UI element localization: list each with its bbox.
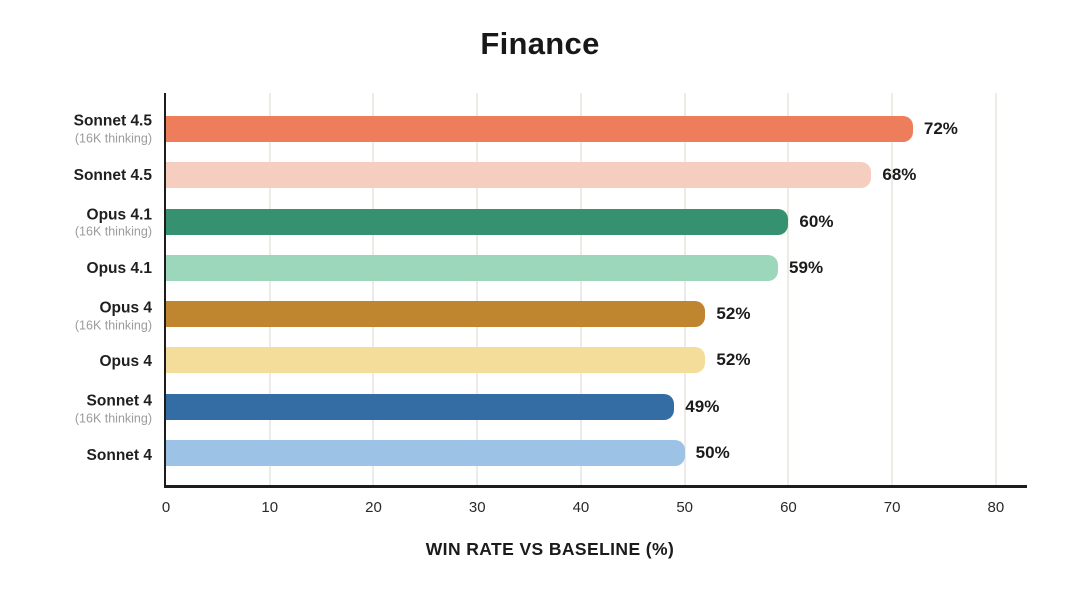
x-tick-label: 50	[676, 499, 694, 516]
bar-rows: 72% 68% 60% 59% 52% 52% 49% 50%	[166, 93, 1027, 485]
y-axis-labels: Sonnet 4.5 (16K thinking) Sonnet 4.5 Opus 4…	[0, 93, 152, 488]
value-label: 52%	[716, 304, 751, 324]
value-label: 50%	[695, 442, 730, 462]
bar-sonnet-4	[166, 439, 685, 466]
category-label-main: Sonnet 4.5	[73, 167, 152, 185]
x-tick-label: 70	[883, 499, 901, 516]
gridline	[579, 93, 582, 485]
bar-sonnet-4-16k-thinking-	[166, 393, 675, 420]
x-tick-label: 40	[572, 499, 590, 516]
x-tick-label: 20	[365, 499, 382, 516]
category-label: Opus 4.1 (16K thinking)	[0, 206, 152, 239]
gridline	[787, 93, 790, 485]
bar-row: 68%	[166, 152, 1027, 198]
category-label: Opus 4	[0, 354, 152, 372]
plot-area: 72% 68% 60% 59% 52% 52% 49% 50%	[164, 93, 1027, 488]
category-label-sub: (16K thinking)	[74, 411, 152, 426]
category-label: Opus 4 (16K thinking)	[0, 299, 152, 332]
bar-row: 49%	[166, 384, 1027, 430]
value-label: 49%	[685, 396, 720, 416]
x-axis-label: WIN RATE VS BASELINE (%)	[425, 539, 675, 559]
category-label: Sonnet 4 (16K thinking)	[0, 392, 152, 425]
value-label: 72%	[923, 119, 958, 139]
category-label: Sonnet 4	[0, 447, 152, 465]
value-label: 59%	[789, 257, 824, 277]
category-label-main: Opus 4	[99, 353, 152, 371]
x-tick-label: 80	[987, 499, 1005, 516]
gridline	[268, 93, 271, 485]
bar-row: 52%	[166, 337, 1027, 383]
bar-opus-4.1-16k-thinking-	[166, 208, 789, 235]
x-tick-label: 0	[161, 499, 171, 516]
bar-row: 72%	[166, 106, 1027, 152]
bar-sonnet-4.5-16k-thinking-	[166, 116, 913, 143]
bar-opus-4-16k-thinking-	[166, 301, 706, 328]
x-tick-label: 30	[468, 499, 486, 516]
bar-row: 50%	[166, 430, 1027, 476]
gridline	[683, 93, 686, 485]
x-tick-label: 10	[261, 499, 279, 516]
value-label: 68%	[882, 165, 917, 185]
chart-title: Finance	[480, 26, 600, 61]
value-label: 60%	[799, 211, 834, 231]
value-label: 52%	[716, 350, 751, 370]
category-label-main: Sonnet 4	[86, 392, 152, 410]
bar-row: 60%	[166, 199, 1027, 245]
gridline	[476, 93, 479, 485]
category-label-main: Sonnet 4	[86, 446, 152, 464]
category-label: Sonnet 4.5 (16K thinking)	[0, 113, 152, 146]
category-label-main: Opus 4	[99, 299, 152, 317]
category-label: Sonnet 4.5	[0, 167, 152, 185]
category-label-main: Sonnet 4.5	[73, 112, 152, 130]
x-tick-label: 60	[780, 499, 797, 516]
bar-opus-4.1	[166, 254, 779, 281]
gridline	[372, 93, 375, 485]
category-label-sub: (16K thinking)	[74, 318, 152, 333]
gridline	[994, 93, 997, 485]
bar-opus-4	[166, 347, 706, 374]
category-label-main: Opus 4.1	[86, 205, 152, 223]
category-label-main: Opus 4.1	[86, 260, 152, 278]
gridline	[891, 93, 894, 485]
category-label: Opus 4.1	[0, 260, 152, 278]
category-label-sub: (16K thinking)	[74, 224, 152, 239]
x-axis-ticks: 0 10 20 30 40 50 60 70 80	[161, 499, 1027, 519]
bar-row: 59%	[166, 245, 1027, 291]
bar-row: 52%	[166, 291, 1027, 337]
bar-sonnet-4.5	[166, 162, 872, 189]
category-label-sub: (16K thinking)	[74, 131, 152, 146]
